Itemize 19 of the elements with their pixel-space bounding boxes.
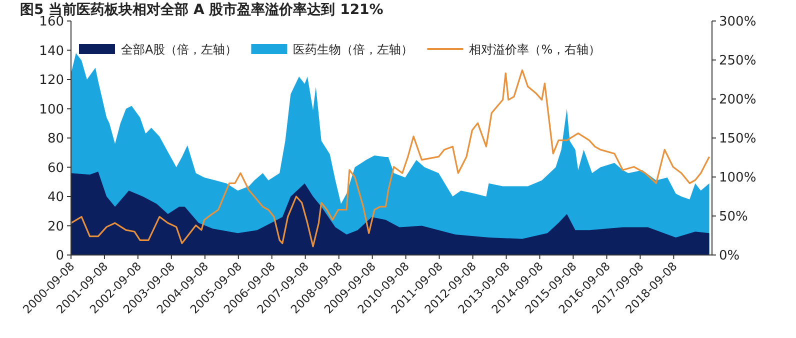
y-tick-label: 160 <box>39 14 64 30</box>
y-tick-label: 140 <box>39 44 64 59</box>
y-tick-label: 60 <box>47 160 64 176</box>
y2-tick-label: 300% <box>719 14 756 30</box>
y-tick-label: 20 <box>47 219 64 234</box>
y-tick-label: 120 <box>39 73 64 88</box>
y2-tick-label: 100% <box>719 170 756 186</box>
y-tick-label: 0 <box>56 248 64 264</box>
y-tick-label: 80 <box>47 132 64 146</box>
legend-label: 相对溢价率（%，右轴） <box>469 42 601 56</box>
y2-tick-label: 150% <box>719 132 756 146</box>
y2-tick-label: 50% <box>719 210 748 224</box>
legend-label: 医药生物（倍，左轴） <box>293 42 414 56</box>
y-tick-label: 40 <box>47 190 64 205</box>
y2-tick-label: 200% <box>719 92 756 108</box>
y2-tick-label: 0% <box>719 248 740 264</box>
y-tick-label: 100 <box>39 102 64 118</box>
legend-label: 全部A股（倍，左轴） <box>121 42 238 56</box>
y2-tick-label: 250% <box>719 54 756 68</box>
